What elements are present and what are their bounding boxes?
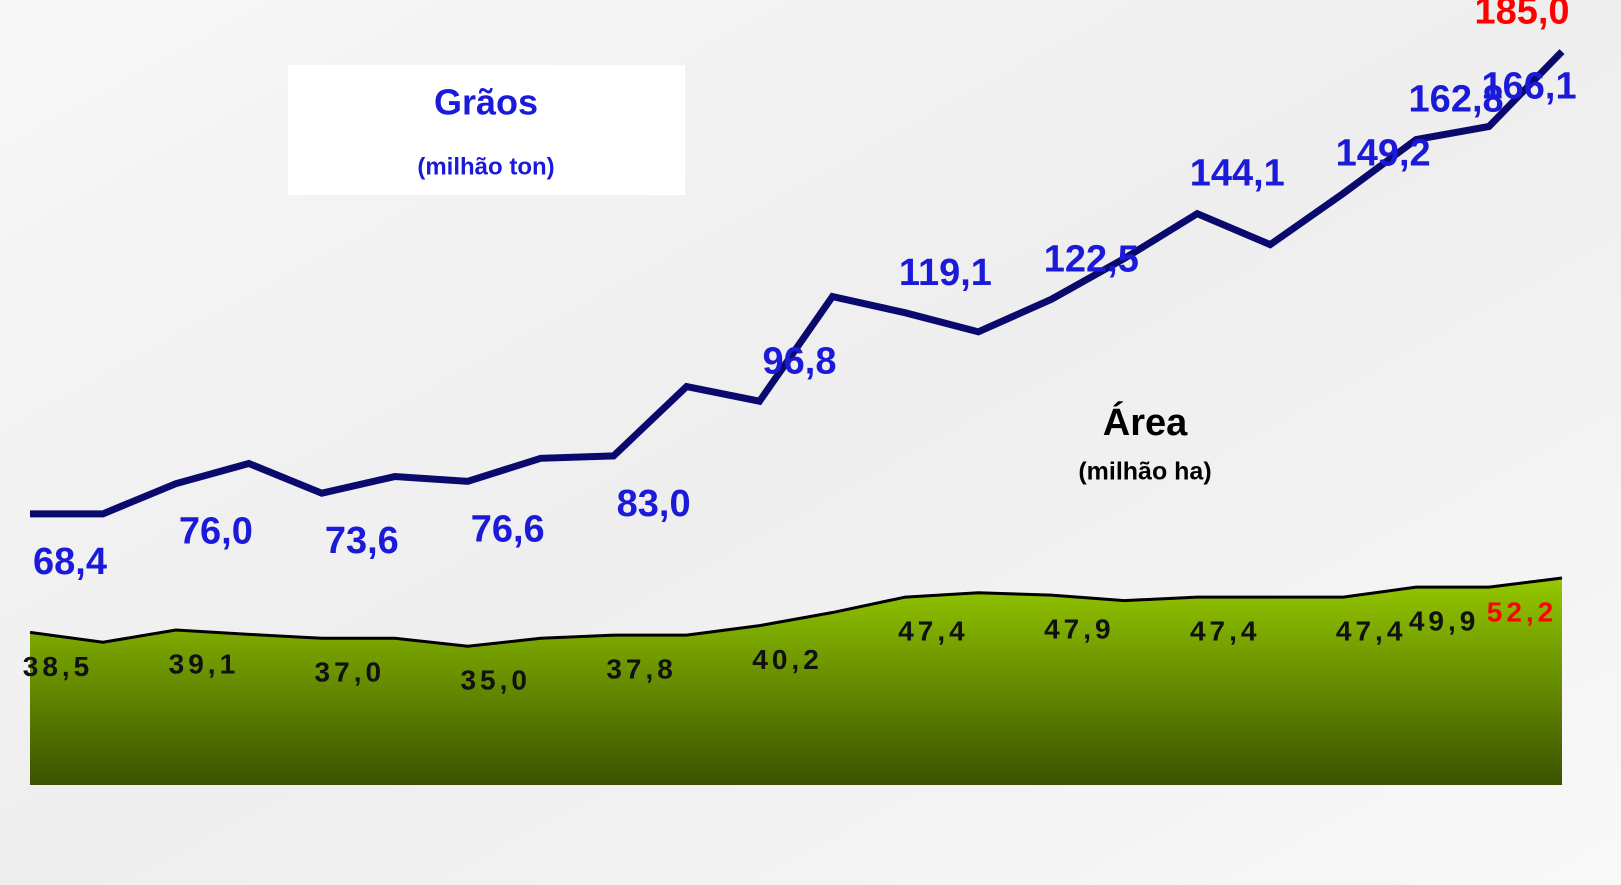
data-label: 47,9 <box>1044 613 1115 644</box>
marks <box>29 49 1565 785</box>
data-label: 122,5 <box>1044 238 1139 280</box>
data-label: 52,2 <box>1487 596 1558 627</box>
area <box>30 578 1562 785</box>
data-label: 37,0 <box>315 657 386 688</box>
data-label: 68,4 <box>33 541 107 583</box>
line <box>30 49 1565 518</box>
data-label: 83,0 <box>617 483 691 525</box>
data-label: 47,4 <box>1336 615 1407 646</box>
data-label: 149,2 <box>1336 133 1431 175</box>
data-label: 38,5 <box>23 651 94 682</box>
data-label: 47,4 <box>898 615 969 646</box>
series-name: Grãos <box>434 82 538 123</box>
series-unit: (milhão ha) <box>1078 458 1211 486</box>
labels: 38,5 39,1 37,0 35,0 37,8 40,2 47,4 47,9 47,4 47,4… <box>23 0 1577 696</box>
data-label: 185,0 <box>1474 0 1569 33</box>
data-label: 166,1 <box>1482 66 1577 108</box>
data-label: 49,9 <box>1409 606 1480 637</box>
data-label: 119,1 <box>899 252 992 294</box>
data-label: 39,1 <box>169 648 240 679</box>
data-label: 162,8 <box>1409 79 1504 121</box>
area-outline <box>29 576 1563 648</box>
data-label: 96,8 <box>763 340 837 382</box>
data-label: 144,1 <box>1190 153 1285 195</box>
series-name: Área <box>1103 400 1188 444</box>
data-label: 37,8 <box>606 654 677 685</box>
legend-box <box>288 65 685 195</box>
data-label: 76,0 <box>179 511 253 553</box>
data-label: 73,6 <box>325 520 399 562</box>
data-label: 40,2 <box>752 644 823 675</box>
data-label: 35,0 <box>460 665 531 696</box>
data-label: 76,6 <box>471 508 545 550</box>
series-unit: (milhão ton) <box>417 153 554 180</box>
data-label: 47,4 <box>1190 615 1261 646</box>
